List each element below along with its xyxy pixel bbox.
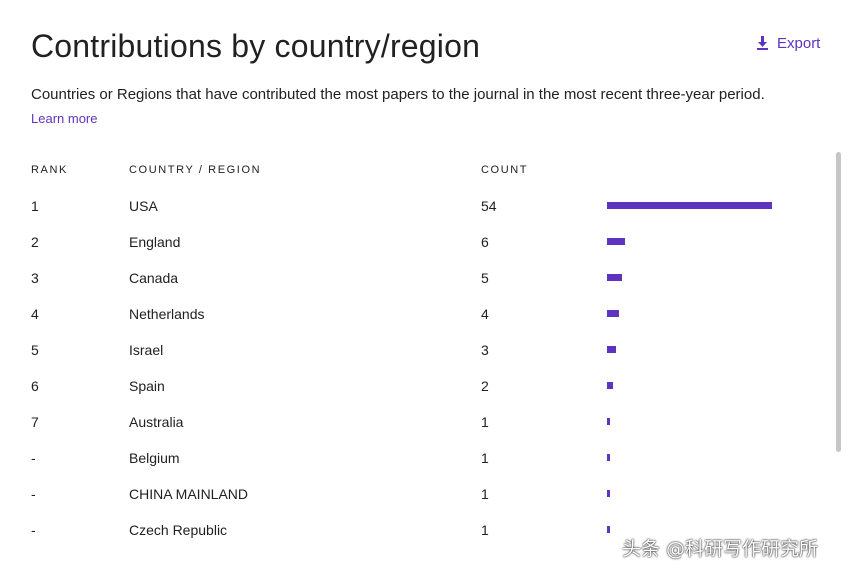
watermark: 头条 @科研写作研究所 bbox=[622, 538, 819, 560]
export-button[interactable]: Export bbox=[756, 33, 820, 53]
count-bar bbox=[607, 346, 616, 353]
count-cell: 1 bbox=[481, 450, 489, 466]
count-bar bbox=[607, 382, 613, 389]
count-cell: 54 bbox=[481, 198, 497, 214]
page-title: Contributions by country/region bbox=[31, 28, 481, 64]
scrollbar[interactable] bbox=[836, 152, 841, 452]
count-bar bbox=[607, 454, 610, 461]
country-cell: CHINA MAINLAND bbox=[129, 486, 249, 502]
rank-cell: - bbox=[31, 522, 36, 538]
count-cell: 1 bbox=[481, 486, 489, 502]
country-cell: Israel bbox=[129, 342, 164, 358]
count-bar bbox=[607, 238, 625, 245]
rank-cell: - bbox=[31, 486, 36, 502]
table-row: - Belgium 1 bbox=[0, 442, 830, 478]
rank-cell: 2 bbox=[31, 234, 39, 250]
section-description: Countries or Regions that have contribut… bbox=[31, 86, 765, 103]
count-bar bbox=[607, 526, 610, 533]
download-icon bbox=[757, 36, 768, 50]
table-row: 1 USA 54 bbox=[0, 190, 830, 226]
count-bar bbox=[607, 274, 622, 281]
country-cell: Spain bbox=[129, 378, 165, 394]
table-row: 3 Canada 5 bbox=[0, 262, 830, 298]
count-bar bbox=[607, 490, 610, 497]
count-bar bbox=[607, 418, 610, 425]
count-bar bbox=[607, 202, 772, 209]
export-label: Export bbox=[777, 34, 821, 52]
column-header-rank: RANK bbox=[31, 164, 68, 176]
table-row: - Czech Republic 1 bbox=[0, 514, 830, 550]
scrollbar-thumb[interactable] bbox=[836, 152, 841, 452]
count-cell: 3 bbox=[481, 342, 489, 358]
table-row: 5 Israel 3 bbox=[0, 334, 830, 370]
country-cell: Netherlands bbox=[129, 306, 205, 322]
count-cell: 1 bbox=[481, 522, 489, 538]
country-cell: Canada bbox=[129, 270, 179, 286]
count-cell: 4 bbox=[481, 306, 489, 322]
rank-cell: 5 bbox=[31, 342, 39, 358]
rank-cell: - bbox=[31, 450, 36, 466]
rank-cell: 1 bbox=[31, 198, 39, 214]
table-row: 4 Netherlands 4 bbox=[0, 298, 830, 334]
column-header-count: COUNT bbox=[481, 164, 529, 176]
table-row: 6 Spain 2 bbox=[0, 370, 830, 406]
learn-more-link[interactable]: Learn more bbox=[31, 111, 98, 126]
count-cell: 5 bbox=[481, 270, 489, 286]
country-cell: USA bbox=[129, 198, 158, 214]
count-bar bbox=[607, 310, 619, 317]
table-row: 2 England 6 bbox=[0, 226, 830, 262]
column-header-country: COUNTRY / REGION bbox=[129, 164, 262, 176]
count-cell: 1 bbox=[481, 414, 489, 430]
country-cell: Australia bbox=[129, 414, 184, 430]
rank-cell: 7 bbox=[31, 414, 39, 430]
count-cell: 2 bbox=[481, 378, 489, 394]
table-row: 7 Australia 1 bbox=[0, 406, 830, 442]
table-row: - CHINA MAINLAND 1 bbox=[0, 478, 830, 514]
rank-cell: 3 bbox=[31, 270, 39, 286]
country-cell: England bbox=[129, 234, 181, 250]
rank-cell: 4 bbox=[31, 306, 39, 322]
count-cell: 6 bbox=[481, 234, 489, 250]
country-cell: Belgium bbox=[129, 450, 180, 466]
country-cell: Czech Republic bbox=[129, 522, 228, 538]
rank-cell: 6 bbox=[31, 378, 39, 394]
